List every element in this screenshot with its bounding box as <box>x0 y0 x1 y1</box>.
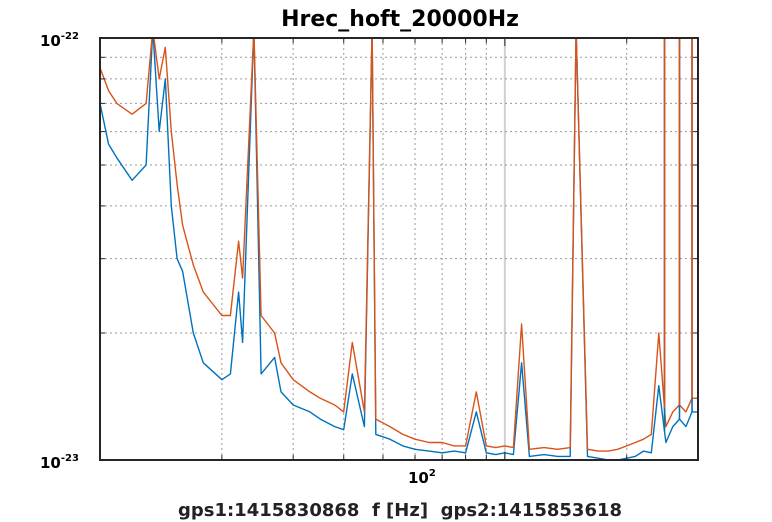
series-line-2 <box>100 38 698 452</box>
tick-marks <box>100 38 699 460</box>
plot-area <box>100 38 698 460</box>
x-tick-label-100: 102 <box>408 468 436 487</box>
x-axis-label: gps1:1415830868 f [Hz] gps2:1415853618 <box>178 500 622 521</box>
series-layer <box>100 38 698 460</box>
y-tick-label-top: 10-22 <box>40 31 79 50</box>
series-line-1 <box>100 38 698 460</box>
chart-title: Hrec_hoft_20000Hz <box>281 7 519 32</box>
plot-frame <box>99 37 699 461</box>
y-tick-label-bottom: 10-23 <box>40 453 79 472</box>
